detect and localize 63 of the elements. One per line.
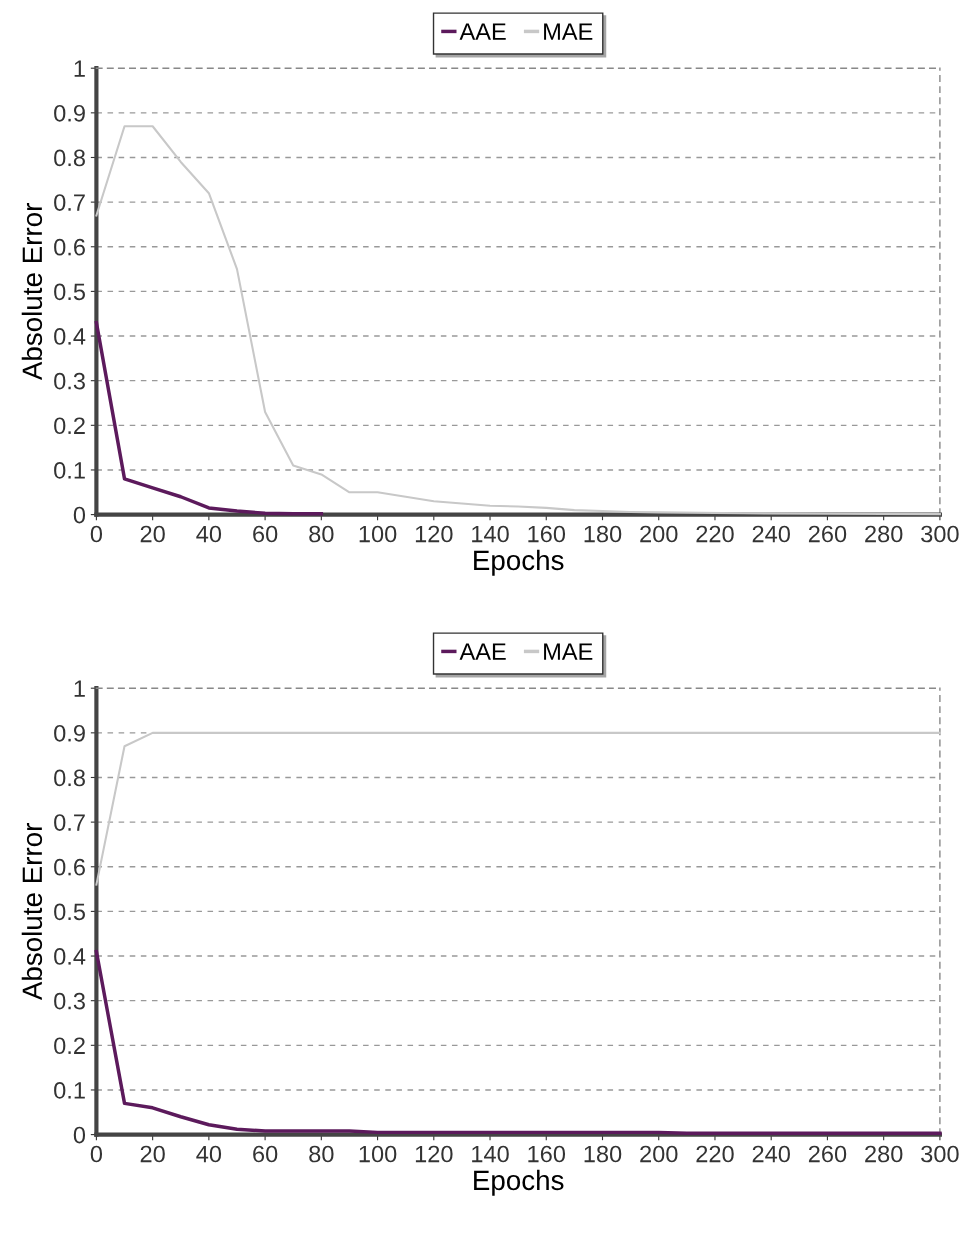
y-tick-label: 0 <box>73 506 86 524</box>
y-tick-label: 0.2 <box>54 1037 85 1055</box>
x-tick-label: 200 <box>640 1145 678 1163</box>
y-tick-label: 0.2 <box>54 417 85 435</box>
legend-label: MAE <box>544 23 593 40</box>
legend-label: MAE <box>544 643 593 660</box>
x-axis-title: Epochs <box>474 1169 564 1196</box>
y-tick-label: 0.4 <box>54 328 86 345</box>
x-tick-label: 140 <box>472 1145 509 1163</box>
x-tick-label: 60 <box>253 525 278 543</box>
y-tick-label: 0.5 <box>54 283 85 301</box>
x-tick-label: 0 <box>90 525 103 543</box>
x-tick-label: 100 <box>359 1145 397 1163</box>
x-tick-label: 60 <box>253 1145 278 1163</box>
legend-label: AAE <box>459 23 506 40</box>
y-tick-label: 0.6 <box>54 238 85 256</box>
x-tick-label: 0 <box>90 1145 103 1163</box>
y-tick-label: 0.1 <box>54 462 85 479</box>
x-tick-label: 40 <box>196 1145 222 1163</box>
x-tick-label: 240 <box>752 1145 790 1163</box>
y-tick-label: 0.6 <box>54 858 85 876</box>
y-tick-label: 0.7 <box>54 194 85 211</box>
x-tick-label: 280 <box>865 525 903 543</box>
y-tick-label: 0.4 <box>54 948 86 965</box>
y-tick-label: 0.9 <box>54 104 85 122</box>
x-tick-label: 240 <box>752 525 790 543</box>
x-tick-label: 80 <box>309 525 334 543</box>
x-tick-label: 280 <box>865 1145 903 1163</box>
y-tick-label: 0.7 <box>54 814 85 831</box>
x-tick-label: 120 <box>415 1145 453 1163</box>
y-tick-label: 0.3 <box>54 372 85 390</box>
x-tick-label: 300 <box>921 525 959 543</box>
y-tick-label: 0 <box>73 1126 86 1144</box>
x-tick-label: 220 <box>696 525 734 543</box>
x-tick-label: 160 <box>528 1145 566 1163</box>
y-tick-label: 0.8 <box>54 769 85 787</box>
x-tick-label: 120 <box>415 525 453 543</box>
x-tick-label: 40 <box>196 525 222 543</box>
y-tick-label: 1 <box>74 680 85 697</box>
y-axis-title: Absolute Error <box>21 823 43 1001</box>
legend-label: AAE <box>459 643 506 660</box>
x-tick-label: 200 <box>640 525 678 543</box>
x-tick-label: 20 <box>140 1145 165 1163</box>
x-tick-label: 300 <box>921 1145 959 1163</box>
y-tick-label: 0.9 <box>54 724 85 742</box>
x-tick-label: 260 <box>808 525 847 543</box>
x-tick-label: 160 <box>528 525 566 543</box>
line-series <box>94 320 324 516</box>
x-tick-label: 100 <box>359 525 397 543</box>
x-tick-label: 140 <box>472 525 509 543</box>
x-axis-title: Epochs <box>474 549 564 576</box>
y-tick-label: 0.3 <box>54 992 85 1010</box>
y-tick-label: 1 <box>74 60 85 77</box>
y-tick-label: 0.1 <box>54 1082 85 1099</box>
x-tick-label: 260 <box>808 1145 847 1163</box>
y-axis-title: Absolute Error <box>21 203 43 381</box>
y-tick-label: 0.5 <box>54 903 85 921</box>
x-tick-label: 220 <box>696 1145 734 1163</box>
x-tick-label: 20 <box>140 525 165 543</box>
x-tick-label: 80 <box>309 1145 334 1163</box>
x-tick-label: 180 <box>584 525 622 543</box>
x-tick-label: 180 <box>584 1145 622 1163</box>
y-tick-label: 0.8 <box>54 149 85 167</box>
